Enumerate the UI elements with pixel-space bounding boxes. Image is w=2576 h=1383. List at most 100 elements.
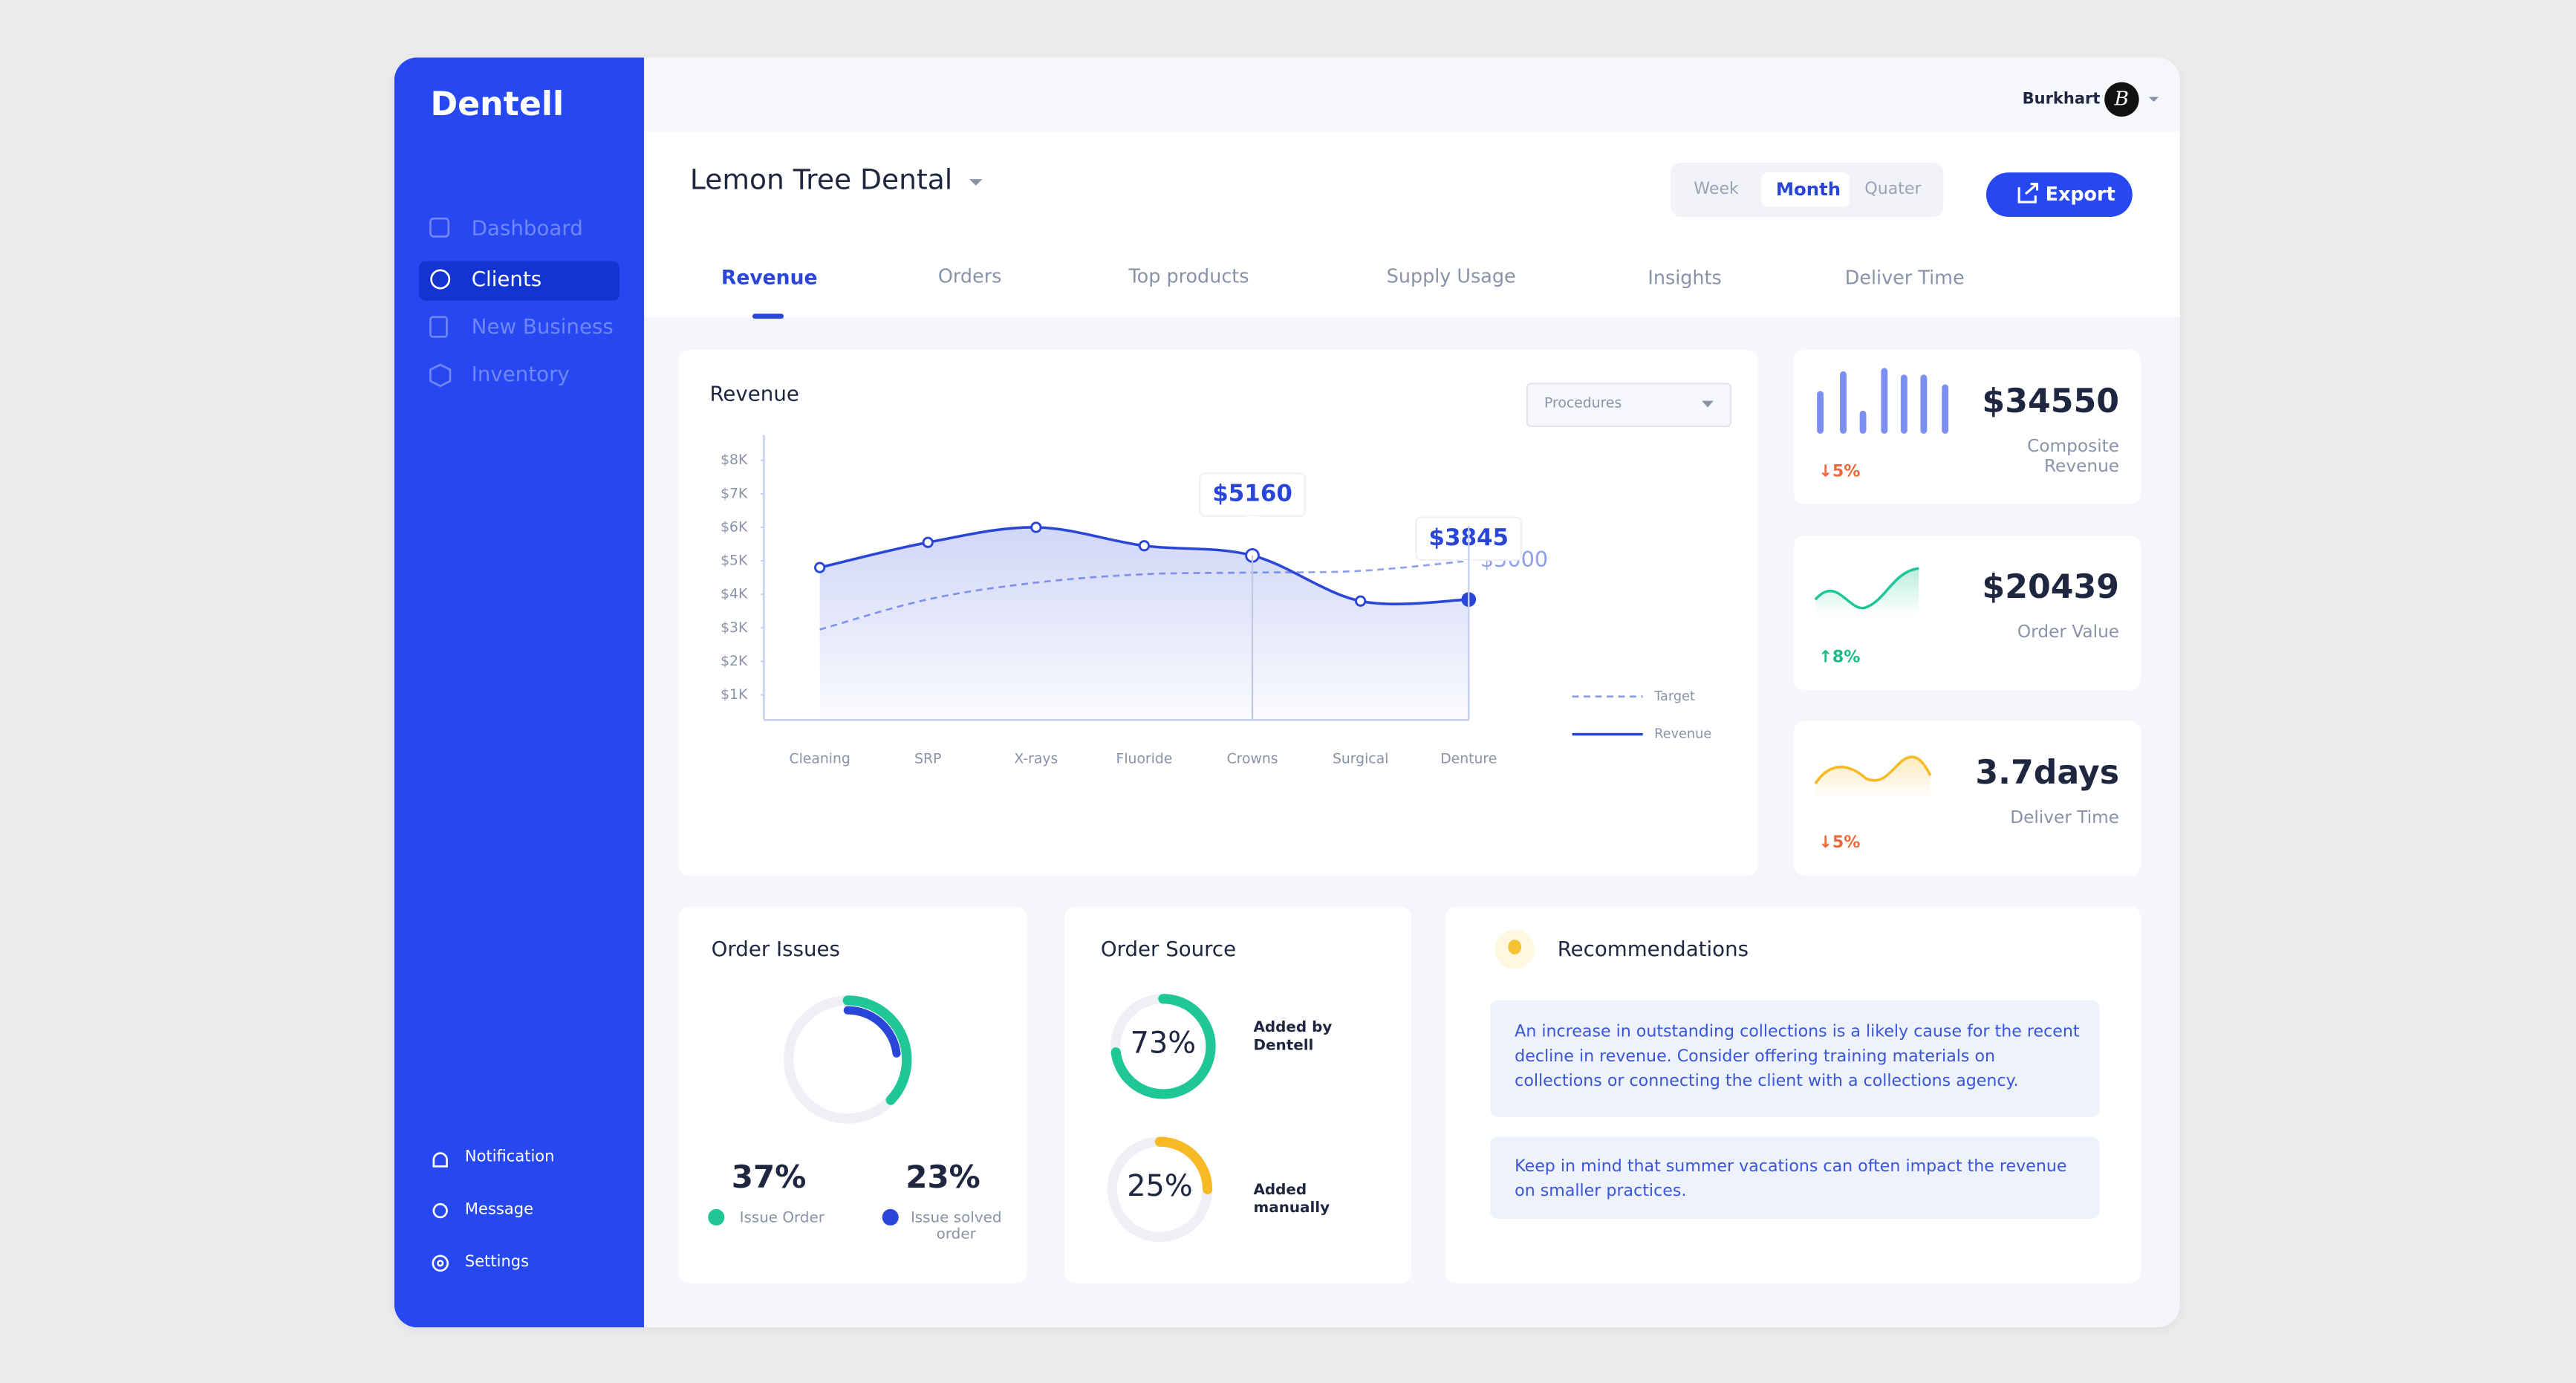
export-label: Export (2045, 182, 2115, 206)
point (814, 562, 826, 573)
period-option[interactable]: Quater (1864, 180, 1922, 199)
x-tick-label: Fluoride (1116, 751, 1173, 767)
card-title: Order Issues (711, 936, 840, 961)
point (922, 536, 934, 548)
donut-arc (783, 995, 912, 1124)
bulb (1508, 940, 1522, 954)
legend-label: Target (1653, 689, 1695, 704)
legend-label: Issue solved order (910, 1211, 1002, 1244)
nav-item[interactable]: New Business (471, 313, 614, 339)
kpi-label: Composite Revenue (2027, 437, 2120, 477)
x-tick-label: Cleaning (789, 751, 850, 767)
order-issues-card (678, 906, 1027, 1283)
filter-label: Procedures (1544, 396, 1622, 413)
chart-title: Revenue (709, 381, 799, 406)
kpi-sparkline-fill (1815, 568, 1919, 616)
dropdown-caret (969, 179, 983, 186)
line (819, 559, 1469, 631)
user-name[interactable]: Burkhart (2022, 90, 2101, 108)
kpi-value: $20439 (1982, 567, 2120, 607)
x-tick-label: Surgical (1333, 751, 1388, 767)
source-label: Added manually (1253, 1182, 1330, 1217)
nav-item[interactable]: Dashboard (471, 215, 583, 240)
value-label: $5160 (1212, 481, 1292, 507)
card-title: Order Source (1100, 936, 1237, 961)
x-tick-label: SRP (914, 751, 941, 767)
kpi-sparkline-fill (1815, 757, 1931, 798)
kpi-value: 3.7days (1975, 752, 2120, 793)
recommendation-text: Keep in mind that summer vacations can o… (1515, 1158, 2067, 1201)
legend-dot (708, 1208, 725, 1226)
point (1030, 521, 1042, 533)
card-title: Recommendations (1557, 936, 1749, 961)
point (1138, 540, 1151, 552)
export-button[interactable] (1985, 172, 2133, 217)
kpi-change: ↓5% (1818, 463, 1861, 482)
y-tick-label: $8K (721, 452, 748, 468)
filter-caret (1702, 400, 1714, 408)
page-title: Lemon Tree Dental (689, 164, 953, 198)
tab[interactable]: Insights (1648, 266, 1722, 290)
export-icon (2017, 183, 2039, 204)
kpi-sparkline (1814, 755, 1932, 784)
kpi-bars (1817, 368, 1949, 434)
footer-icons (432, 1152, 449, 1272)
percent: 25% (1127, 1169, 1193, 1205)
nav-icons (429, 217, 452, 388)
legend-label: Issue Order (739, 1211, 824, 1228)
filter-dropdown[interactable] (1526, 383, 1732, 428)
tab[interactable]: Deliver Time (1844, 266, 1965, 290)
percent: 23% (905, 1159, 980, 1197)
tab[interactable]: Revenue (721, 266, 818, 290)
nav-item[interactable]: Inventory (471, 361, 570, 386)
recommendation-box (1490, 1000, 2100, 1117)
avatar-initial: B (2114, 87, 2129, 111)
recommendation-text: An increase in outstanding collections i… (1515, 1023, 2080, 1091)
avatar[interactable] (2104, 82, 2139, 117)
recommendation-box (1490, 1136, 2100, 1220)
y-tick-label: $3K (721, 620, 748, 636)
nav-active-bg (418, 261, 619, 301)
top-bar (643, 57, 2180, 131)
footer-nav-item[interactable]: Settings (464, 1253, 530, 1272)
period-active-bg (1760, 172, 1850, 207)
percent: 73% (1130, 1026, 1197, 1061)
y-tick-label: $5K (721, 553, 748, 569)
user-caret (2148, 97, 2159, 102)
nav-item[interactable]: Clients (471, 266, 542, 291)
period-option[interactable]: Week (1694, 180, 1739, 199)
kpi-card (1794, 720, 2141, 876)
callout-pointer (1246, 515, 1259, 523)
y-tick-label: $7K (721, 486, 748, 501)
area (819, 527, 1469, 720)
period-option[interactable]: Month (1775, 179, 1841, 201)
kpi-label: Deliver Time (2010, 808, 2120, 828)
x-tick-label: Denture (1440, 751, 1497, 767)
tab-underline (752, 313, 784, 319)
header (643, 131, 2180, 317)
tab[interactable]: Supply Usage (1386, 264, 1516, 288)
tab[interactable]: Orders (937, 264, 1002, 288)
point (1355, 595, 1367, 607)
kpi-card (1794, 350, 2141, 504)
legend-label: Revenue (1654, 727, 1711, 742)
percent: 37% (731, 1159, 807, 1197)
donut-arc (1107, 1136, 1213, 1243)
source-label: Added by Dentell (1253, 1020, 1333, 1055)
footer-nav-item[interactable]: Notification (464, 1148, 555, 1167)
kpi-label: Order Value (2017, 622, 2120, 642)
logo: Dentell (430, 83, 565, 123)
y-tick-label: $1K (721, 687, 748, 703)
donut-arc (794, 1006, 902, 1113)
kpi-value: $34550 (1982, 381, 2120, 421)
donut-arc (1110, 994, 1216, 1099)
kpi-change: ↑8% (1818, 648, 1861, 667)
y-tick-label: $6K (721, 519, 748, 535)
tab[interactable]: Top products (1128, 264, 1249, 288)
legend-dot (882, 1208, 899, 1226)
x-tick-label: Crowns (1227, 751, 1278, 767)
footer-nav-item[interactable]: Message (464, 1200, 534, 1220)
